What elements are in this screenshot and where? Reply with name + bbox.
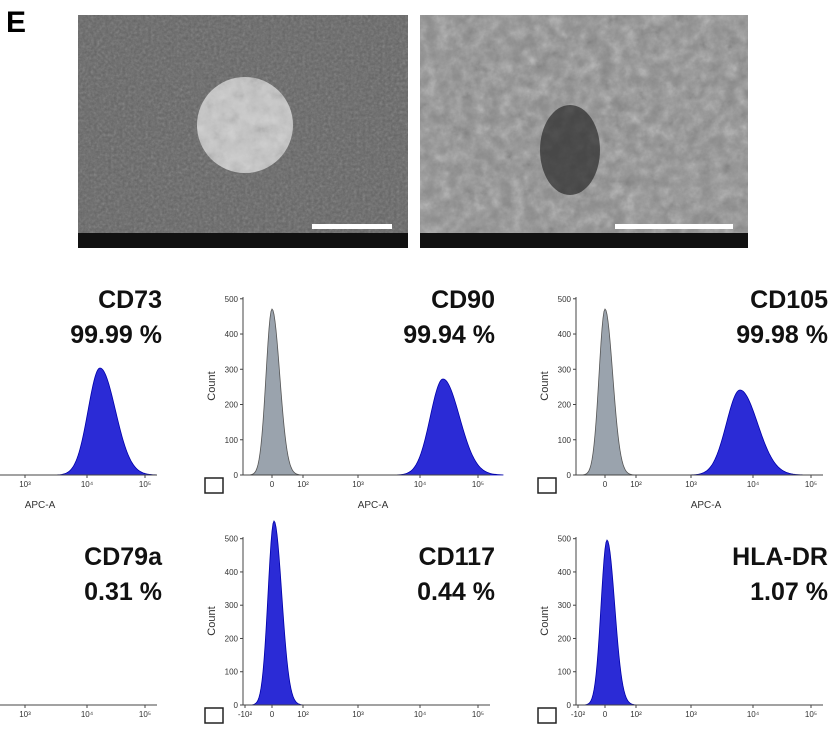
y-axis-label: Count [539, 606, 551, 635]
gate-icon [204, 477, 224, 494]
x-tick-label: 10² [630, 480, 642, 489]
marker-name: HLA-DR [732, 543, 828, 571]
y-tick-label: 100 [225, 436, 239, 445]
histogram-panel: 10³ 10⁴ 10⁵ CD79a 0.31 % [0, 543, 163, 719]
x-tick-label: 10⁵ [139, 480, 151, 489]
y-axis-label: Count [539, 371, 551, 400]
y-tick-label: 500 [225, 295, 239, 304]
y-tick-label: 300 [558, 601, 572, 610]
histogram-peak [43, 367, 157, 476]
marker-name: CD90 [431, 286, 495, 314]
gate-icon [204, 707, 224, 724]
marker-percent: 0.44 % [417, 578, 495, 606]
y-tick-label: 500 [558, 535, 572, 544]
marker-percent: 99.98 % [736, 321, 828, 349]
x-axis-label: APC-A [25, 500, 56, 511]
histogram-panel: 10³ 10⁴ 10⁵ APC-A CD73 99.99 % [0, 286, 162, 511]
y-tick-label: 500 [558, 295, 572, 304]
y-axis-label: Count [206, 371, 218, 400]
histogram-panel: 0 100 200 300 400 500 Count 0 10² 10³ 10⁴ 10⁵ APC-A C… [537, 286, 828, 511]
x-tick-label: 0 [603, 710, 608, 719]
marker-name: CD117 [419, 543, 495, 571]
histogram-peak [382, 378, 504, 476]
y-tick-label: 200 [558, 634, 572, 643]
x-tick-label: 10³ [685, 710, 697, 719]
x-tick-label: 10⁴ [414, 480, 427, 489]
marker-name: CD105 [750, 286, 828, 314]
figure-label: E [6, 6, 26, 39]
histogram-panel: 0 100 200 300 400 500 Count 0 10² 10³ 10⁴ 10⁵ APC-A C… [204, 286, 504, 511]
x-tick-label: 10⁴ [747, 710, 760, 719]
x-tick-label: 0 [270, 710, 275, 719]
marker-percent: 0.31 % [84, 578, 162, 606]
sem-image-high-mag [420, 15, 748, 248]
sem-image-low-mag [78, 15, 408, 248]
x-tick-label: 10³ [685, 480, 697, 489]
x-tick-label: 10⁵ [805, 480, 817, 489]
x-tick-label: 10⁵ [805, 710, 817, 719]
marker-name: CD79a [84, 543, 163, 571]
x-tick-label: 10³ [19, 480, 31, 489]
marker-percent: 99.99 % [70, 321, 162, 349]
x-tick-label: 10⁵ [472, 710, 484, 719]
x-axis-label: APC-A [691, 500, 722, 511]
marker-name: CD73 [98, 286, 162, 314]
y-tick-label: 200 [225, 634, 239, 643]
x-tick-label: 10⁴ [81, 480, 94, 489]
marker-percent: 1.07 % [750, 578, 828, 606]
gate-icon [537, 477, 557, 494]
x-tick-label: 10² [297, 710, 309, 719]
x-tick-label: 10² [630, 710, 642, 719]
x-axis-label: APC-A [358, 500, 389, 511]
y-tick-label: 400 [558, 330, 572, 339]
y-tick-label: 100 [558, 668, 572, 677]
y-tick-label: 300 [225, 365, 239, 374]
x-tick-label: 10⁵ [139, 710, 151, 719]
x-tick-label: 10⁵ [472, 480, 484, 489]
histogram-peak [243, 308, 301, 476]
x-tick-label: -10² [571, 710, 586, 719]
y-tick-label: 200 [225, 401, 239, 410]
x-tick-label: 10² [297, 480, 309, 489]
x-tick-label: 10³ [19, 710, 31, 719]
y-tick-label: 300 [558, 365, 572, 374]
y-tick-label: 0 [234, 701, 239, 710]
y-axis-label: Count [206, 606, 218, 635]
y-tick-label: 100 [558, 436, 572, 445]
y-tick-label: 500 [225, 535, 239, 544]
x-tick-label: 10³ [352, 710, 364, 719]
x-tick-label: 0 [603, 480, 608, 489]
y-tick-label: 200 [558, 401, 572, 410]
x-tick-label: 10⁴ [81, 710, 94, 719]
histogram-peak [578, 539, 636, 706]
y-tick-label: 400 [558, 568, 572, 577]
x-tick-label: 0 [270, 480, 275, 489]
y-tick-label: 300 [225, 601, 239, 610]
x-tick-label: 10⁴ [414, 710, 427, 719]
x-tick-label: 10⁴ [747, 480, 760, 489]
y-tick-label: 0 [567, 701, 572, 710]
gate-icon [537, 707, 557, 724]
x-tick-label: 10³ [352, 480, 364, 489]
y-tick-label: 0 [567, 471, 572, 480]
histogram-peak [675, 389, 805, 476]
x-tick-label: -10² [238, 710, 253, 719]
marker-percent: 99.94 % [403, 321, 495, 349]
histogram-peak [245, 520, 303, 706]
y-tick-label: 400 [225, 568, 239, 577]
y-tick-label: 400 [225, 330, 239, 339]
y-tick-label: 100 [225, 668, 239, 677]
histogram-peak [576, 308, 634, 476]
y-tick-label: 0 [234, 471, 239, 480]
